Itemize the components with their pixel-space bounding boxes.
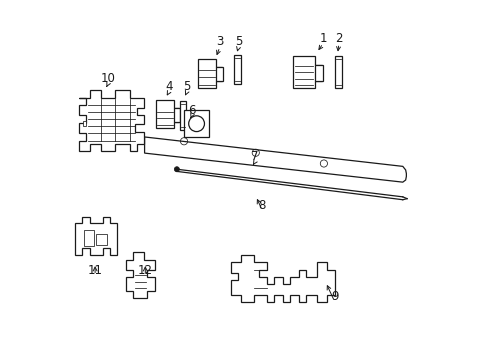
Polygon shape: [145, 137, 406, 182]
Text: 7: 7: [251, 150, 259, 163]
Polygon shape: [335, 56, 342, 88]
Polygon shape: [74, 217, 117, 255]
Polygon shape: [234, 55, 241, 84]
Text: 11: 11: [88, 264, 102, 277]
Text: 4: 4: [165, 80, 172, 93]
Polygon shape: [126, 252, 155, 298]
Polygon shape: [96, 234, 107, 244]
Text: 1: 1: [319, 32, 327, 45]
Polygon shape: [216, 67, 223, 81]
Text: 8: 8: [259, 199, 266, 212]
Text: 9: 9: [331, 290, 339, 303]
Circle shape: [174, 167, 179, 172]
Text: 10: 10: [100, 72, 116, 85]
Polygon shape: [184, 110, 209, 137]
Polygon shape: [231, 255, 335, 302]
Polygon shape: [79, 90, 144, 151]
Text: 3: 3: [216, 35, 223, 49]
Text: 6: 6: [188, 104, 196, 117]
Text: 5: 5: [183, 80, 191, 93]
Polygon shape: [197, 59, 222, 88]
Text: 12: 12: [138, 264, 153, 277]
Text: 5: 5: [235, 35, 242, 49]
Text: 2: 2: [335, 32, 343, 45]
Polygon shape: [315, 65, 323, 81]
Polygon shape: [174, 108, 180, 122]
Polygon shape: [83, 121, 87, 126]
Polygon shape: [84, 230, 95, 246]
Polygon shape: [156, 100, 179, 129]
Polygon shape: [294, 56, 322, 88]
Polygon shape: [180, 101, 186, 130]
